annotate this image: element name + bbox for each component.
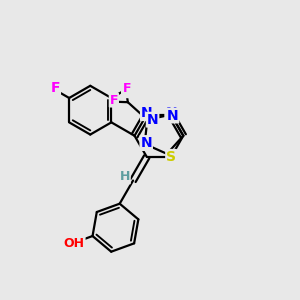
Text: N: N: [141, 106, 152, 120]
Text: F: F: [110, 94, 118, 107]
Text: F: F: [122, 83, 131, 97]
Text: F: F: [51, 81, 60, 95]
Text: OH: OH: [64, 237, 85, 250]
Text: N: N: [140, 136, 152, 150]
Text: F: F: [123, 82, 131, 95]
Text: H: H: [119, 170, 130, 184]
Text: N: N: [147, 113, 158, 127]
Text: N: N: [165, 106, 177, 120]
Text: S: S: [166, 150, 176, 164]
Text: N: N: [167, 109, 178, 122]
